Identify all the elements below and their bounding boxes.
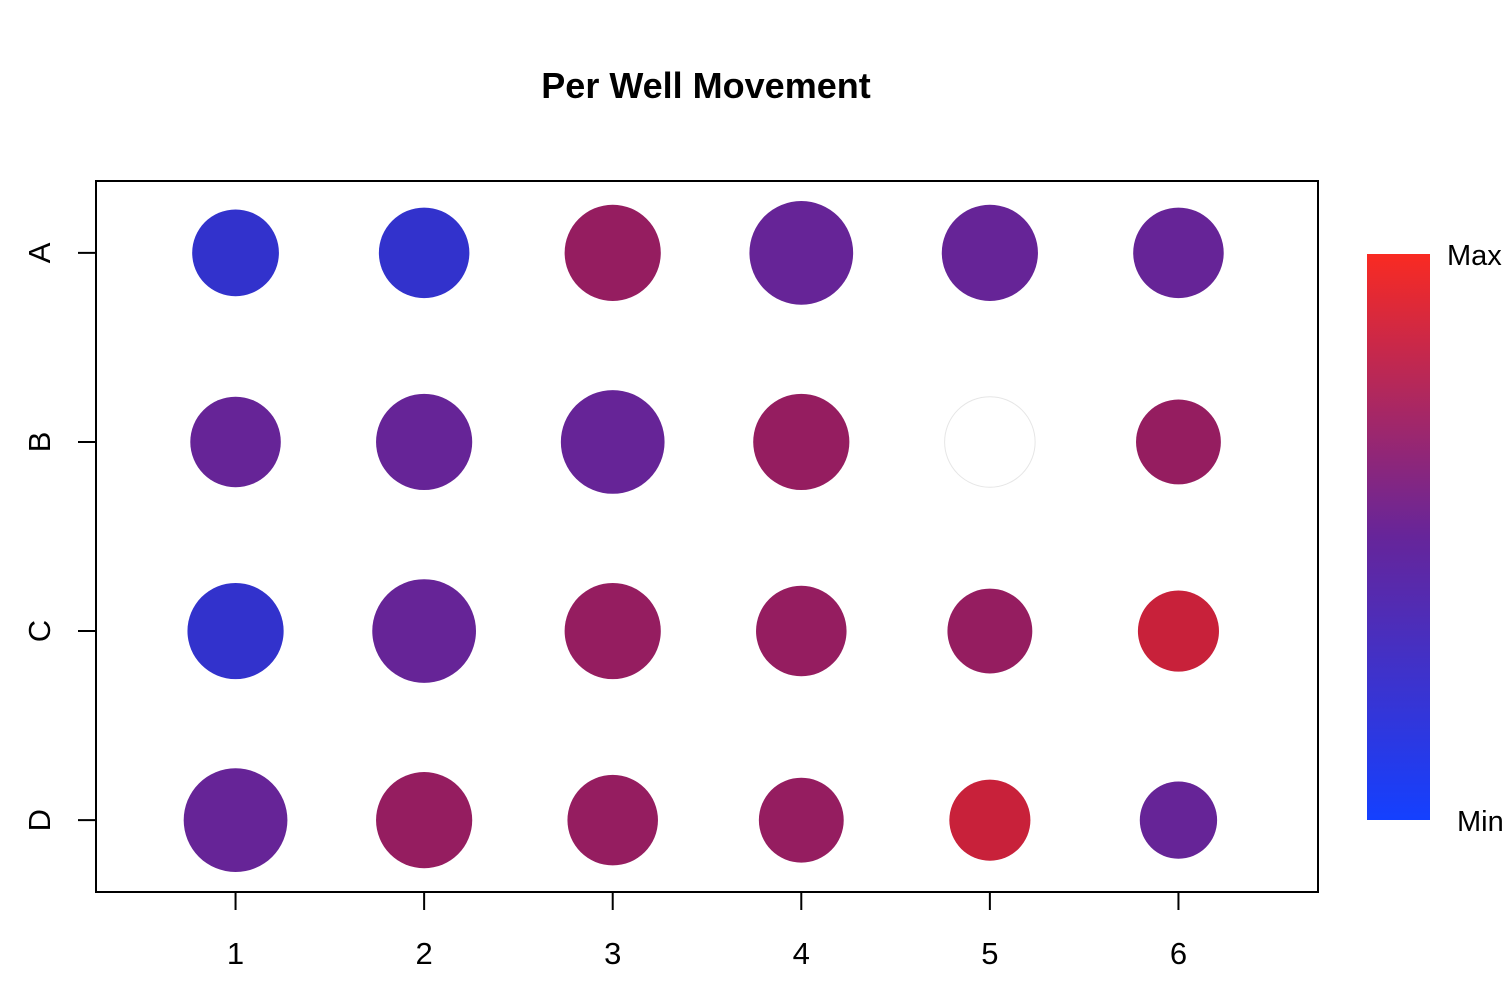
well-B4: [753, 393, 850, 491]
x-axis: 1 2 3 4 5 6: [227, 892, 1187, 971]
x-tick-label-3: 3: [604, 936, 621, 971]
well-D6: [1139, 781, 1218, 859]
x-tick-label-4: 4: [793, 936, 810, 971]
chart-title: Per Well Movement: [541, 65, 870, 106]
y-tick-label-A: A: [22, 242, 57, 263]
well-D2: [376, 772, 473, 869]
legend-max-label: Max: [1447, 240, 1502, 272]
wells-layer: [183, 200, 1224, 873]
well-D3: [567, 774, 658, 866]
y-axis: A B C D: [22, 242, 96, 831]
color-legend: Max Min: [1367, 240, 1504, 838]
legend-min-label: Min: [1457, 806, 1504, 838]
well-C3: [564, 582, 661, 680]
y-tick-label-C: C: [22, 620, 57, 642]
well-A5: [941, 204, 1038, 301]
well-A2: [378, 207, 470, 299]
well-A6: [1133, 207, 1224, 299]
well-A1: [192, 209, 279, 297]
legend-gradient-bar: [1367, 254, 1430, 820]
x-tick-label-6: 6: [1170, 936, 1187, 971]
x-tick-label-1: 1: [227, 936, 244, 971]
well-B2: [376, 393, 473, 491]
well-B6: [1136, 399, 1221, 485]
well-C2: [372, 579, 476, 683]
well-A3: [564, 204, 661, 301]
well-D5: [949, 779, 1031, 861]
well-C4: [756, 585, 847, 677]
well-D1: [183, 768, 288, 873]
x-tick-label-2: 2: [416, 936, 433, 971]
well-B5: [944, 396, 1036, 488]
y-tick-label-B: B: [22, 432, 57, 453]
x-tick-label-5: 5: [981, 936, 998, 971]
y-tick-label-D: D: [22, 809, 57, 831]
well-D4: [758, 777, 844, 863]
well-C5: [947, 588, 1033, 674]
well-C1: [187, 582, 284, 680]
well-B3: [560, 390, 665, 494]
well-A4: [749, 200, 854, 305]
plot-frame: [95, 180, 1319, 893]
well-B1: [190, 396, 281, 488]
well-C6: [1137, 590, 1219, 672]
